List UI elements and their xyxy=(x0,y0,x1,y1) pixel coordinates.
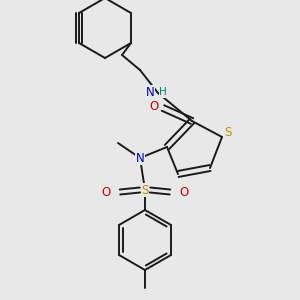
Text: S: S xyxy=(141,184,149,196)
Text: N: N xyxy=(136,152,144,164)
Text: S: S xyxy=(224,127,232,140)
Text: O: O xyxy=(179,185,189,199)
Text: N: N xyxy=(146,85,154,98)
Text: O: O xyxy=(101,185,111,199)
Text: O: O xyxy=(149,100,159,112)
Text: H: H xyxy=(159,87,167,97)
